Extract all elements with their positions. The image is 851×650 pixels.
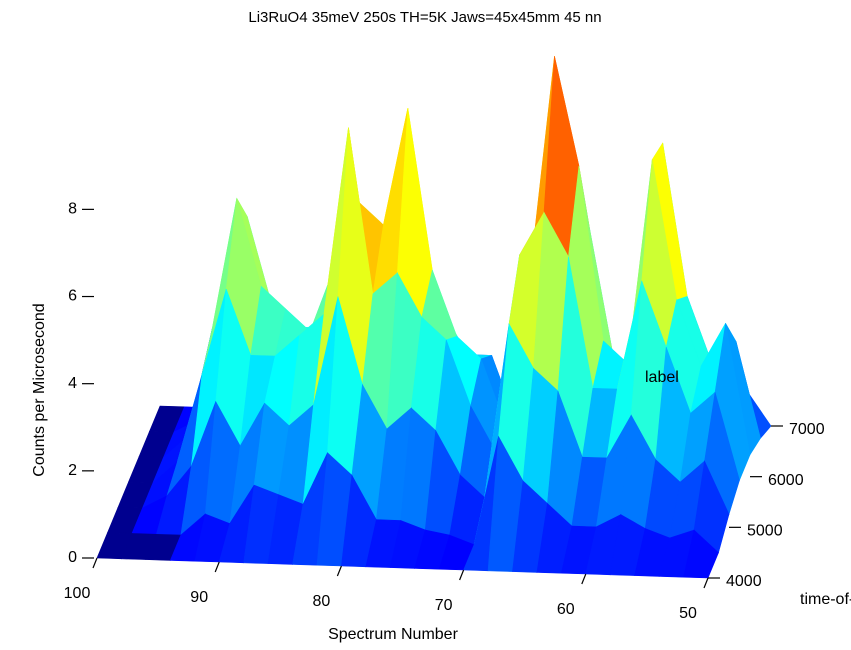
y-tick-label: 4000 xyxy=(726,573,762,590)
x-tick xyxy=(214,561,220,573)
z-tick-label: 8 xyxy=(68,201,77,218)
x-tick xyxy=(336,565,342,577)
y-tick-label: 7000 xyxy=(789,421,825,438)
x-axis-label: Spectrum Number xyxy=(328,626,458,643)
x-tick xyxy=(703,577,709,589)
chart-title: Li3RuO4 35meV 250s TH=5K Jaws=45x45mm 45… xyxy=(248,9,601,26)
annotation: label xyxy=(645,369,679,386)
z-tick-label: 6 xyxy=(68,288,77,305)
x-tick-label: 60 xyxy=(557,601,575,618)
surface-patch xyxy=(683,529,719,579)
y-axis-label: time-of-flight xyxy=(800,591,851,608)
x-tick-label: 90 xyxy=(190,589,208,606)
y-tick-label: 6000 xyxy=(768,472,804,489)
x-tick xyxy=(92,557,98,569)
y-tick-label: 5000 xyxy=(747,523,783,540)
z-tick-label: 4 xyxy=(68,375,77,392)
x-tick xyxy=(459,569,465,581)
z-tick-label: 0 xyxy=(68,549,77,566)
x-tick-label: 70 xyxy=(435,597,453,614)
x-tick-label: 100 xyxy=(64,585,91,602)
x-tick-label: 80 xyxy=(313,593,331,610)
z-tick-label: 2 xyxy=(68,462,77,479)
x-tick xyxy=(581,573,587,585)
x-tick-label: 50 xyxy=(679,605,697,622)
surface xyxy=(96,56,772,579)
z-axis-label: Counts per Microsecond xyxy=(31,303,48,476)
